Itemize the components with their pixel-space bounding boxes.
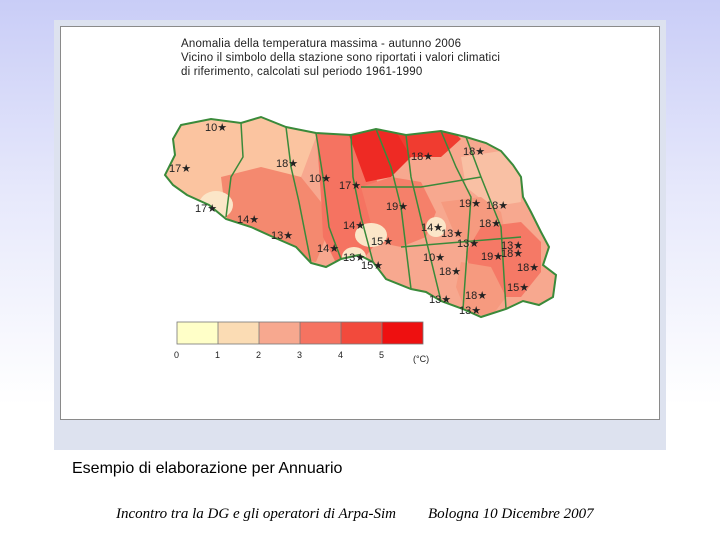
station-label: 15★ <box>507 282 529 294</box>
legend-tick: 3 <box>297 350 302 360</box>
map-title: Anomalia della temperatura massima - aut… <box>181 37 500 79</box>
station-label: 18★ <box>517 262 539 274</box>
station-label: 15★ <box>371 236 393 248</box>
legend-tick: 2 <box>256 350 261 360</box>
station-label: 18★ <box>439 266 461 278</box>
station-label: 18★ <box>463 146 485 158</box>
station-label: 19★ <box>386 201 408 213</box>
station-label: 18★ <box>501 248 523 260</box>
footer-right: Bologna 10 Dicembre 2007 <box>428 506 594 522</box>
station-label: 10★ <box>309 173 331 185</box>
station-label: 19★ <box>481 251 503 263</box>
legend-tick: 1 <box>215 350 220 360</box>
station-label: 13★ <box>343 252 365 264</box>
footer-left: Incontro tra la DG e gli operatori di Ar… <box>116 506 396 522</box>
station-label: 13★ <box>459 305 481 317</box>
station-label: 14★ <box>237 214 259 226</box>
station-label: 10★ <box>423 252 445 264</box>
station-label: 10★ <box>205 122 227 134</box>
legend-swatch <box>259 322 300 344</box>
station-label: 18★ <box>479 218 501 230</box>
station-label: 15★ <box>361 260 383 272</box>
legend: 0 1 2 3 4 5 (°C) <box>174 321 429 364</box>
legend-swatch <box>300 322 341 344</box>
station-label: 14★ <box>421 222 443 234</box>
map-title-line-2: Vicino il simbolo della stazione sono ri… <box>181 52 501 64</box>
legend-tick: 4 <box>338 350 343 360</box>
legend-swatch <box>341 322 382 344</box>
station-label: 17★ <box>195 203 217 215</box>
map-frame: Anomalia della temperatura massima - aut… <box>60 26 660 420</box>
station-label: 18★ <box>486 200 508 212</box>
legend-swatch <box>218 322 259 344</box>
map-panel: Anomalia della temperatura massima - aut… <box>54 20 666 450</box>
station-label: 13★ <box>429 294 451 306</box>
station-label: 18★ <box>276 158 298 170</box>
station-label: 13★ <box>457 238 479 250</box>
station-label: 19★ <box>459 198 481 210</box>
station-label: 18★ <box>465 290 487 302</box>
station-label: 13★ <box>441 228 463 240</box>
legend-swatch <box>382 322 423 344</box>
map-title-line-3: di riferimento, calcolati sul periodo 19… <box>181 66 423 78</box>
station-label: 14★ <box>317 243 339 255</box>
legend-tick: 0 <box>174 350 179 360</box>
station-label: 13★ <box>501 240 523 252</box>
anomaly-map: 10★ 18★ 17★ 18★ 10★ 17★ 18★ 18★ 19★ 19★ … <box>163 115 558 364</box>
station-label: 13★ <box>271 230 293 242</box>
legend-tick: 5 <box>379 350 384 360</box>
legend-unit: (°C) <box>413 354 429 364</box>
station-label: 17★ <box>169 163 191 175</box>
caption: Esempio di elaborazione per Annuario <box>72 460 343 477</box>
map-title-line-1: Anomalia della temperatura massima - aut… <box>181 38 462 50</box>
station-label: 14★ <box>343 220 365 232</box>
station-label: 17★ <box>339 180 361 192</box>
legend-swatch <box>177 322 218 344</box>
station-label: 18★ <box>411 151 433 163</box>
